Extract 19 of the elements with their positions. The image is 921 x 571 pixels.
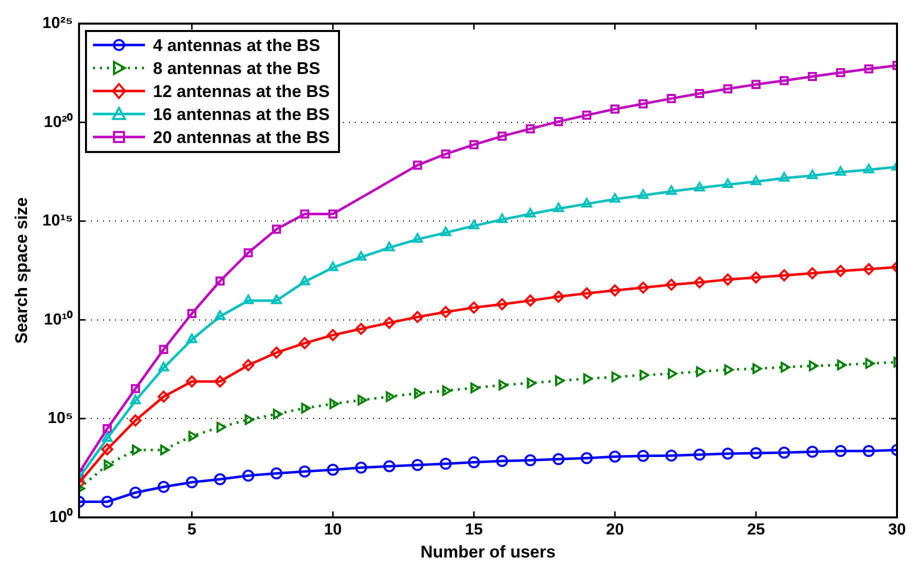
legend-label: 4 antennas at the BS	[153, 34, 320, 57]
x-tick-label: 20	[606, 521, 624, 538]
y-tick-label: 10²⁰	[44, 112, 74, 131]
legend-label: 20 antennas at the BS	[153, 126, 330, 149]
x-tick-label: 5	[187, 521, 196, 538]
legend-label: 16 antennas at the BS	[153, 104, 330, 126]
y-tick-label: 10⁵	[48, 410, 74, 428]
y-tick-label: 10¹⁵	[42, 212, 74, 230]
x-tick-label: 25	[747, 521, 765, 538]
x-tick-label: 15	[465, 521, 483, 538]
y-tick-label: 10⁰	[49, 508, 74, 526]
x-axis-title: Number of users	[420, 542, 556, 562]
legend-label: 12 antennas at the BS	[153, 80, 330, 103]
y-axis-title: Search space size	[12, 197, 31, 344]
x-tick-label: 30	[888, 521, 906, 538]
legend-label: 8 antennas at the BS	[153, 58, 320, 80]
y-tick-label: 10¹⁰	[44, 310, 74, 328]
x-tick-label: 10	[324, 521, 342, 538]
y-tick-label: 10²⁵	[42, 15, 74, 32]
